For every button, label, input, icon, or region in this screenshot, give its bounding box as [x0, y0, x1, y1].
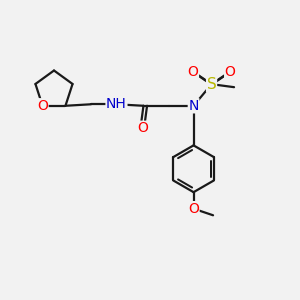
Text: O: O: [188, 64, 198, 79]
Text: N: N: [188, 99, 199, 113]
Text: NH: NH: [106, 97, 127, 111]
Text: O: O: [225, 64, 236, 79]
Text: O: O: [188, 202, 199, 216]
Text: O: O: [137, 121, 148, 135]
Text: O: O: [37, 99, 48, 113]
Text: S: S: [207, 77, 216, 92]
